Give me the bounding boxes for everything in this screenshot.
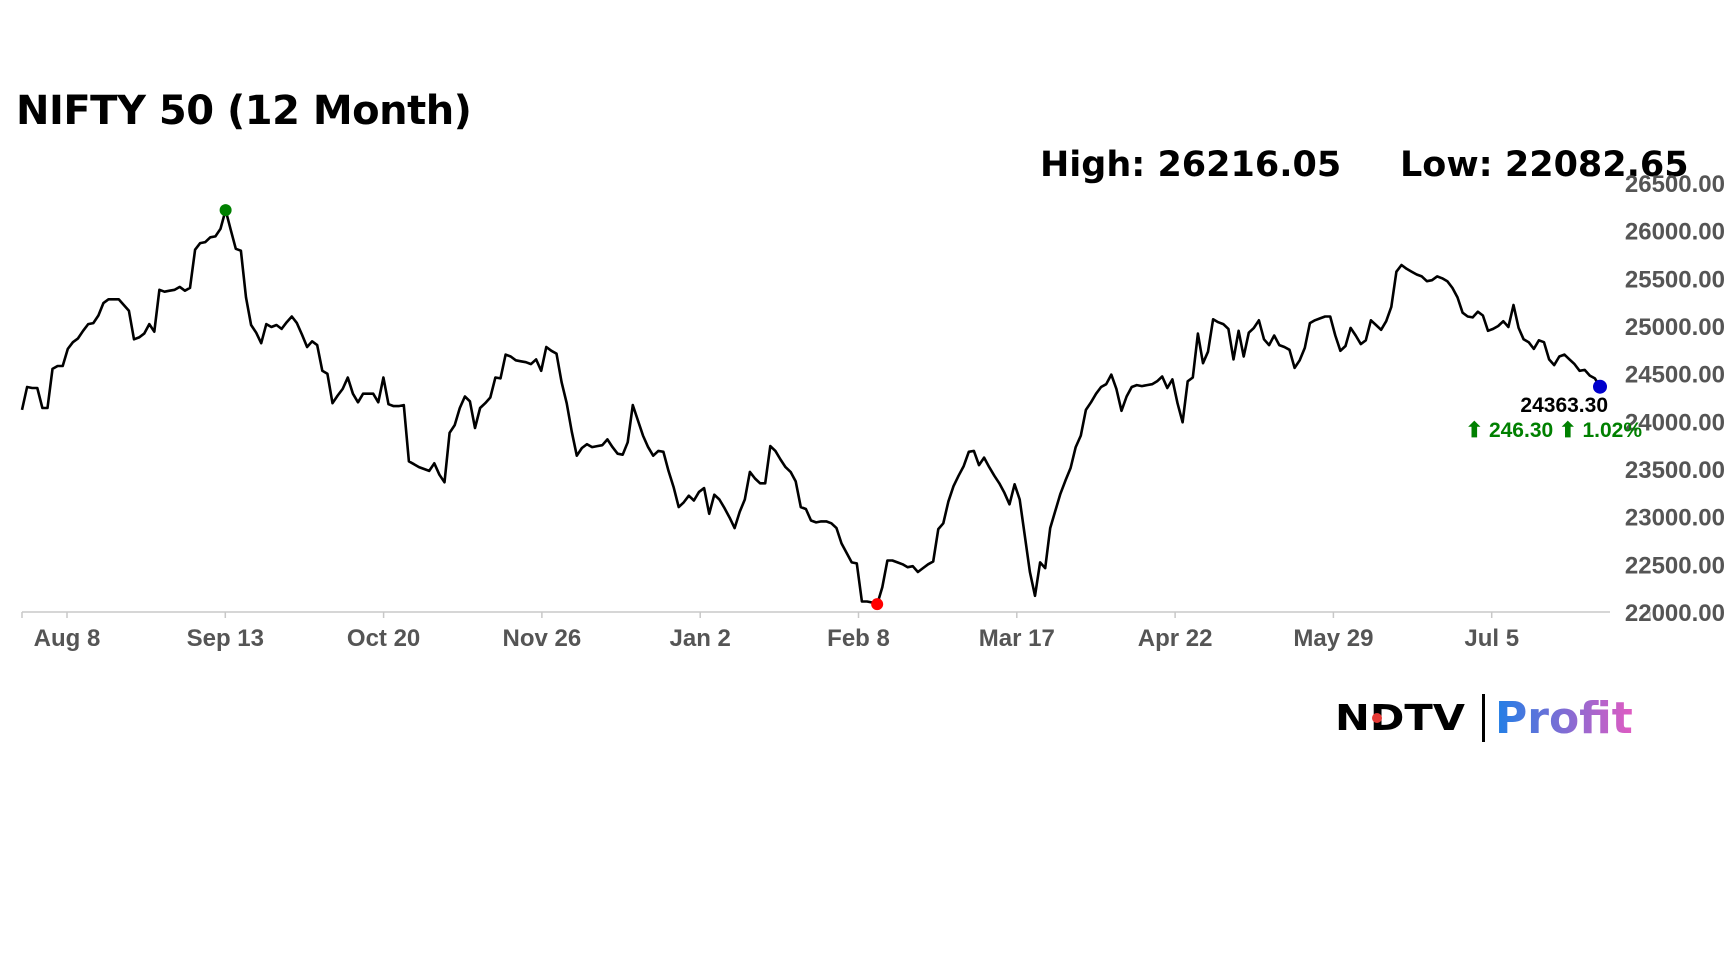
last-marker bbox=[1593, 379, 1607, 394]
brand-dot-icon bbox=[1372, 713, 1382, 723]
y-tick-label: 23000.00 bbox=[1625, 505, 1725, 532]
x-tick-label: Apr 22 bbox=[1138, 625, 1213, 652]
high-marker bbox=[219, 204, 232, 217]
x-tick-label: Mar 17 bbox=[979, 625, 1055, 652]
x-tick-label: Jul 5 bbox=[1464, 625, 1519, 652]
y-tick-label: 25500.00 bbox=[1625, 266, 1725, 293]
plot-area bbox=[20, 204, 1607, 611]
y-tick-label: 24000.00 bbox=[1625, 409, 1725, 436]
low-value: Low: 22082.65 bbox=[1400, 145, 1689, 185]
ndtv-profit-logo: NDTV Profit bbox=[1335, 693, 1633, 744]
y-tick-label: 23500.00 bbox=[1625, 457, 1725, 484]
series-line bbox=[20, 208, 1602, 606]
x-tick-label: Jan 2 bbox=[670, 625, 731, 652]
x-tick-label: Sep 13 bbox=[187, 625, 264, 652]
brand-profit: Profit bbox=[1495, 693, 1633, 744]
y-tick-label: 24500.00 bbox=[1625, 362, 1725, 389]
y-tick-label: 22500.00 bbox=[1625, 552, 1725, 579]
y-axis: 22000.00 22500.00 23000.00 23500.00 24000.00… bbox=[1625, 171, 1725, 627]
y-tick-label: 26500.00 bbox=[1625, 171, 1725, 198]
x-tick-label: May 29 bbox=[1293, 625, 1373, 652]
x-tick-label: Nov 26 bbox=[503, 625, 582, 652]
change-label: ⬆ 246.30 ⬆ 1.02% bbox=[1466, 419, 1643, 442]
x-tick-label: Oct 20 bbox=[347, 625, 420, 652]
x-axis: Aug 8 Sep 13 Oct 20 Nov 26 Jan 2 Feb 8 Mar 17 A… bbox=[21, 611, 1651, 652]
annotations: 24363.30 ⬆ 246.30 ⬆ 1.02% bbox=[1466, 394, 1643, 442]
low-marker bbox=[871, 598, 884, 611]
chart-title: NIFTY 50 (12 Month) bbox=[16, 88, 472, 134]
brand-ndtv: NDTV bbox=[1335, 698, 1465, 739]
x-tick-label: Aug 8 bbox=[34, 625, 101, 652]
high-value: High: 26216.05 bbox=[1040, 145, 1342, 185]
y-tick-label: 26000.00 bbox=[1625, 219, 1725, 246]
brand-divider bbox=[1482, 694, 1485, 742]
y-tick-label: 22000.00 bbox=[1625, 600, 1725, 627]
x-tick-label: Feb 8 bbox=[827, 625, 890, 652]
y-tick-label: 25000.00 bbox=[1625, 314, 1725, 341]
last-value-label: 24363.30 bbox=[1520, 394, 1608, 417]
